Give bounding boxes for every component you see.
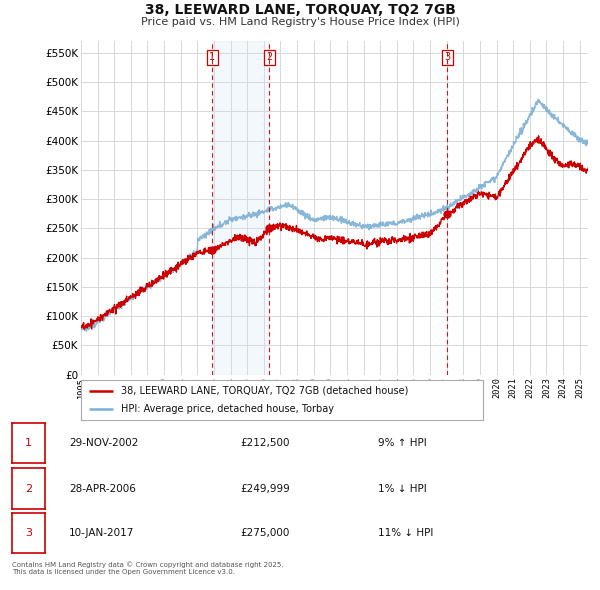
Text: 1% ↓ HPI: 1% ↓ HPI: [378, 484, 427, 493]
Text: £249,999: £249,999: [240, 484, 290, 493]
Text: 3: 3: [444, 52, 450, 62]
Text: 2: 2: [25, 484, 32, 493]
Text: 38, LEEWARD LANE, TORQUAY, TQ2 7GB: 38, LEEWARD LANE, TORQUAY, TQ2 7GB: [145, 3, 455, 17]
Text: Contains HM Land Registry data © Crown copyright and database right 2025.
This d: Contains HM Land Registry data © Crown c…: [12, 562, 284, 575]
Text: 1: 1: [25, 438, 32, 448]
Text: 10-JAN-2017: 10-JAN-2017: [69, 529, 134, 538]
Text: HPI: Average price, detached house, Torbay: HPI: Average price, detached house, Torb…: [121, 404, 334, 414]
Bar: [212, 41, 269, 375]
Text: 1: 1: [209, 52, 215, 62]
Text: 11% ↓ HPI: 11% ↓ HPI: [378, 529, 433, 538]
Text: 9% ↑ HPI: 9% ↑ HPI: [378, 438, 427, 448]
Text: 29-NOV-2002: 29-NOV-2002: [69, 438, 139, 448]
Text: 2: 2: [266, 52, 272, 62]
Text: 3: 3: [25, 529, 32, 538]
Text: £212,500: £212,500: [240, 438, 290, 448]
Text: 38, LEEWARD LANE, TORQUAY, TQ2 7GB (detached house): 38, LEEWARD LANE, TORQUAY, TQ2 7GB (deta…: [121, 386, 409, 396]
Text: Price paid vs. HM Land Registry's House Price Index (HPI): Price paid vs. HM Land Registry's House …: [140, 17, 460, 27]
Text: £275,000: £275,000: [240, 529, 289, 538]
Text: 28-APR-2006: 28-APR-2006: [69, 484, 136, 493]
